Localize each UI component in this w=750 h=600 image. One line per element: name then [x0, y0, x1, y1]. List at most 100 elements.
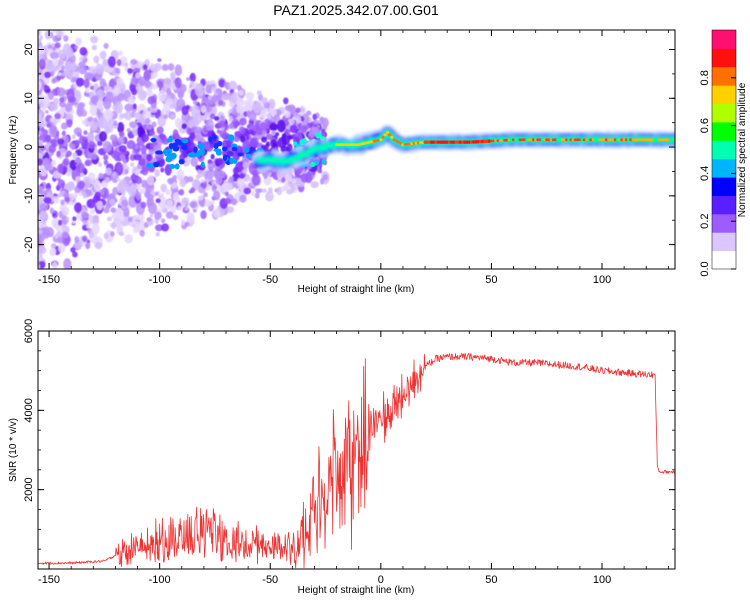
spectrogram-ridge-core-dot	[556, 138, 560, 142]
spectrogram-noise-blob	[133, 112, 141, 119]
spectrogram-transition-spot	[181, 138, 189, 144]
spectrogram-noise-blob	[160, 183, 168, 193]
spectrogram-x-tick-label: -100	[149, 274, 171, 286]
spectrogram-noise-blob	[141, 133, 150, 143]
spectrogram-noise-blob	[200, 178, 205, 183]
spectrogram-noise-blob	[218, 78, 226, 88]
spectrogram-noise-blob	[49, 51, 60, 60]
spectrogram-noise-blob	[79, 47, 88, 56]
spectrogram-noise-blob	[124, 62, 129, 67]
spectrogram-noise-blob	[160, 218, 166, 224]
spectrogram-ridge-core-dot	[458, 140, 463, 144]
spectrogram-noise-blob	[260, 97, 269, 104]
spectrogram-noise-blob	[132, 103, 137, 110]
spectrogram-noise-blob	[239, 194, 247, 203]
spectrogram-noise-blob	[85, 242, 90, 249]
spectrogram-transition-spot	[222, 154, 228, 162]
spectrogram-noise-blob	[48, 91, 54, 101]
spectrogram-noise-blob	[87, 217, 93, 226]
spectrogram-ridge-core-dot	[383, 133, 387, 137]
spectrogram-noise-blob	[127, 216, 133, 223]
spectrogram-noise-blob	[235, 161, 244, 172]
spectrogram-y-tick-label: 10	[23, 92, 35, 104]
spectrogram-noise-blob	[119, 154, 126, 161]
spectrogram-noise-blob	[113, 84, 121, 96]
spectrogram-noise-blob	[77, 180, 85, 190]
spectrogram-noise-blob	[149, 214, 154, 218]
spectrogram-noise-blob	[118, 145, 127, 153]
spectrogram-noise-blob	[65, 181, 75, 192]
spectrogram-transition-spot	[178, 159, 185, 165]
spectrogram-noise-blob	[171, 74, 176, 81]
spectrogram-noise-blob	[105, 203, 112, 209]
spectrogram-noise-blob	[248, 129, 254, 135]
spectrogram-noise-blob	[38, 246, 47, 255]
spectrogram-noise-blob	[96, 118, 105, 128]
spectrogram-ridge-core-dot	[520, 138, 524, 142]
spectrogram-noise-blob	[181, 123, 187, 130]
spectrogram-noise-blob	[38, 47, 44, 55]
spectrogram-noise-blob	[223, 182, 233, 191]
spectrogram-x-ticks: -150 -100 -50 0 50 100	[38, 30, 669, 286]
spectrogram-transition-spot	[227, 134, 235, 142]
spectrogram-noise-blob	[254, 192, 260, 199]
spectrogram-ridge-core-dot	[668, 138, 673, 142]
spectrogram-noise-blob	[300, 173, 309, 183]
spectrogram-noise-blob	[126, 140, 136, 150]
spectrogram-noise-blob	[192, 208, 197, 213]
spectrogram-noise-blob	[285, 173, 292, 183]
spectrogram-noise-blob	[49, 117, 55, 122]
spectrogram-noise-blob	[38, 197, 44, 203]
spectrogram-noise-blob	[154, 224, 164, 232]
spectrogram-noise-blob	[238, 173, 245, 179]
spectrogram-noise-blob	[255, 188, 261, 194]
spectrogram-noise-blob	[176, 169, 185, 182]
spectrogram-noise-blob	[200, 210, 207, 220]
spectrogram-noise-blob	[132, 220, 141, 228]
spectrogram-noise-blob	[181, 197, 190, 205]
spectrogram-noise-blob	[236, 177, 245, 188]
colorbar-segment	[712, 103, 736, 123]
spectrogram-ridge-core-dot	[390, 135, 394, 139]
spectrogram-noise-blob	[312, 113, 317, 121]
spectrogram-ridge-core-dot	[558, 138, 562, 142]
spectrogram-noise-blob	[105, 176, 110, 184]
spectrogram-noise-blob	[130, 162, 135, 167]
spectrogram-noise-blob	[290, 186, 296, 192]
spectrogram-noise-blob	[38, 184, 43, 194]
spectrogram-ridge-core-dot	[346, 143, 350, 147]
spectrogram-noise-blob	[84, 159, 93, 167]
spectrogram-ridge-core-dot	[642, 138, 646, 142]
spectrogram-noise-blob	[127, 96, 135, 105]
spectrogram-noise-blob	[191, 85, 196, 90]
snr-x-tick-label: -150	[38, 574, 60, 586]
colorbar: 0.0 0.2 0.4 0.6 0.8 Normalized spectral ampl…	[699, 29, 748, 277]
spectrogram-noise-blob	[96, 100, 103, 110]
spectrogram-noise-blob	[290, 118, 295, 125]
spectrogram-transition-spot	[244, 147, 250, 153]
spectrogram-noise-blob	[251, 191, 255, 197]
spectrogram-noise-blob	[52, 30, 58, 33]
spectrogram-ridge-core-dot	[653, 138, 657, 142]
spectrogram-noise-blob	[67, 119, 73, 125]
snr-content	[38, 352, 675, 569]
spectrogram-noise-blob	[113, 150, 122, 162]
spectrogram-noise-blob	[130, 59, 138, 65]
spectrogram-noise-blob	[211, 183, 217, 192]
spectrogram-noise-blob	[62, 157, 70, 166]
spectrogram-noise-blob	[190, 104, 200, 120]
spectrogram-y-tick-label: -10	[23, 188, 35, 204]
spectrogram-noise-blob	[270, 139, 278, 149]
spectrogram-noise-blob	[76, 107, 85, 117]
colorbar-ticks: 0.0 0.2 0.4 0.6 0.8	[699, 70, 736, 277]
spectrogram-noise-blob	[83, 130, 88, 136]
spectrogram-noise-blob	[321, 131, 326, 138]
spectrogram-noise-blob	[147, 95, 157, 105]
spectrogram-transition-spot	[168, 163, 176, 170]
spectrogram-noise-blob	[121, 199, 129, 208]
spectrogram-noise-blob	[115, 68, 120, 74]
spectrogram-ridge-core-dot	[615, 138, 620, 142]
spectrogram-ridge-core-dot	[534, 138, 538, 142]
